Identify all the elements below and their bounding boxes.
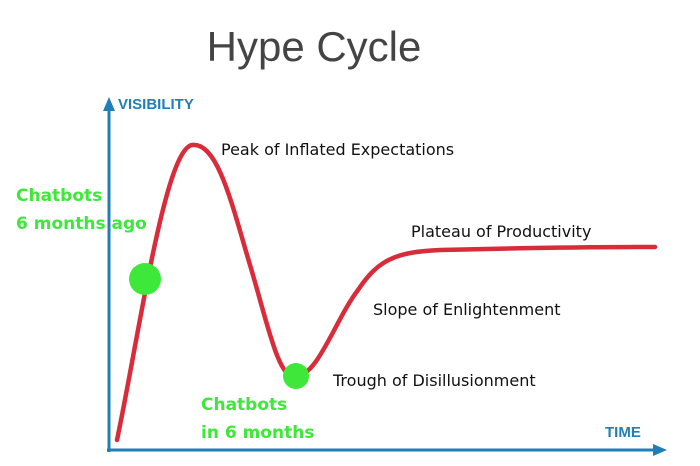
x-axis-label: TIME <box>605 424 641 441</box>
phase-label-plateau: Plateau of Productivity <box>411 222 591 241</box>
hype-curve <box>114 142 658 443</box>
annotation-before-line1: Chatbots <box>16 186 102 206</box>
marker-after <box>283 363 309 389</box>
y-axis-arrow-icon <box>103 97 115 111</box>
y-axis-label: VISIBILITY <box>118 96 194 113</box>
phase-label-slope: Slope of Enlightenment <box>373 300 561 319</box>
x-axis-arrow-icon <box>653 444 667 456</box>
axes <box>103 97 667 456</box>
marker-before <box>129 263 161 295</box>
phase-label-peak: Peak of Inflated Expectations <box>221 140 454 159</box>
phase-label-trough: Trough of Disillusionment <box>332 371 536 390</box>
annotation-before-line2: 6 months ago <box>16 214 147 234</box>
annotation-after-line1: Chatbots <box>201 395 287 415</box>
page-title: Hype Cycle <box>207 23 422 70</box>
annotation-after-line2: in 6 months <box>201 423 314 443</box>
